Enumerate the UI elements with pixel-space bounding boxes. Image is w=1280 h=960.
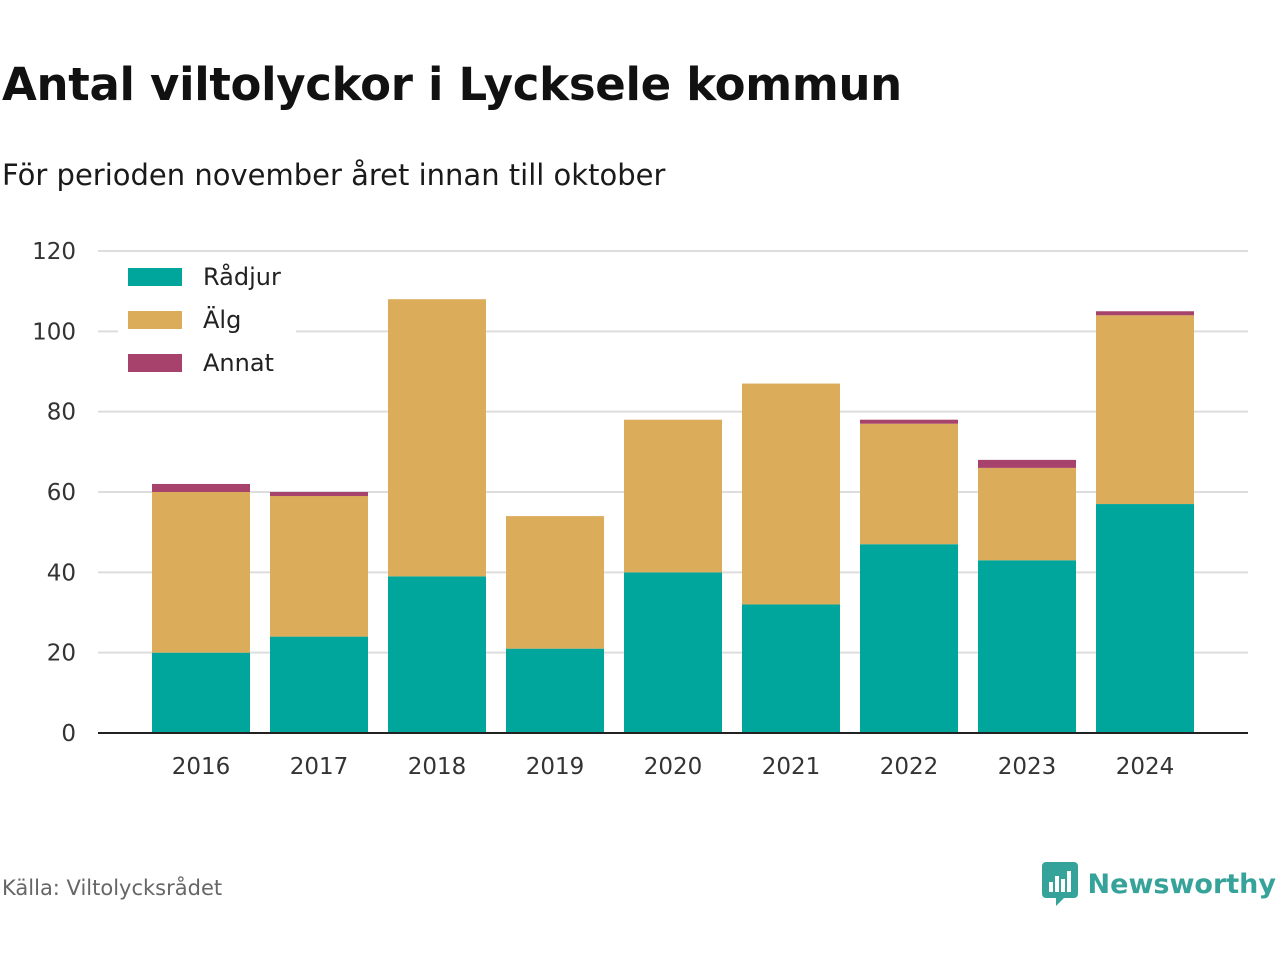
bar-segment-rådjur: [860, 544, 958, 733]
y-tick-label: 40: [47, 560, 76, 586]
y-tick-label: 0: [61, 721, 76, 747]
bar-segment-älg: [624, 419, 722, 573]
bar-chart-bubble-icon: [1041, 862, 1078, 906]
source-note: Källa: Viltolycksrådet: [2, 876, 223, 900]
stacked-bar-chart: 0 20 40 60 80 100 120 2016 2017 2018 2019 2020 2021 2…: [32, 239, 1248, 780]
x-tick-label: 2020: [644, 754, 703, 780]
brand-logo: Newsworthy: [1041, 862, 1276, 906]
x-tick-label: 2016: [172, 754, 231, 780]
bar-segment-rådjur: [506, 648, 604, 733]
bar-segment-annat: [1096, 311, 1194, 316]
bars: [152, 299, 1194, 733]
legend-swatch: [128, 268, 182, 286]
y-tick-label: 80: [47, 400, 76, 426]
bar-segment-rådjur: [388, 576, 486, 733]
bar-segment-rådjur: [152, 652, 250, 733]
x-tick-label: 2021: [762, 754, 821, 780]
bar-segment-rådjur: [270, 636, 368, 733]
axes: 0 20 40 60 80 100 120 2016 2017 2018 2019 2020 2021 2…: [32, 239, 1248, 780]
x-tick-label: 2024: [1116, 754, 1175, 780]
y-tick-label: 100: [32, 319, 76, 345]
y-tick-label: 120: [32, 239, 76, 265]
legend-label: Annat: [203, 349, 274, 377]
bar-segment-rådjur: [978, 560, 1076, 733]
x-tick-label: 2019: [526, 754, 585, 780]
y-tick-label: 60: [47, 480, 76, 506]
bar-segment-annat: [860, 419, 958, 424]
bar-segment-rådjur: [624, 572, 722, 733]
bar-segment-älg: [388, 299, 486, 577]
y-tick-label: 20: [47, 641, 76, 667]
x-tick-label: 2023: [998, 754, 1057, 780]
bar-segment-annat: [978, 459, 1076, 468]
chart-subtitle: För perioden november året innan till ok…: [2, 158, 666, 192]
legend-swatch: [128, 311, 182, 329]
x-tick-label: 2017: [290, 754, 349, 780]
bar-segment-älg: [152, 492, 250, 653]
bar-segment-älg: [742, 383, 840, 605]
legend: Rådjur Älg Annat: [118, 255, 296, 380]
chart-title: Antal viltolyckor i Lycksele kommun: [2, 58, 902, 111]
bar-segment-älg: [860, 423, 958, 545]
bar-segment-rådjur: [742, 604, 840, 733]
legend-label: Älg: [203, 305, 241, 334]
bar-segment-älg: [978, 467, 1076, 561]
bar-segment-rådjur: [1096, 504, 1194, 733]
bar-segment-annat: [270, 492, 368, 497]
bar-segment-älg: [270, 496, 368, 637]
x-tick-label: 2018: [408, 754, 467, 780]
bar-segment-annat: [152, 483, 250, 492]
bar-segment-älg: [506, 516, 604, 649]
brand-name: Newsworthy: [1087, 868, 1276, 900]
legend-swatch: [128, 354, 182, 372]
legend-label: Rådjur: [203, 262, 281, 291]
bar-segment-älg: [1096, 315, 1194, 505]
x-tick-label: 2022: [880, 754, 939, 780]
